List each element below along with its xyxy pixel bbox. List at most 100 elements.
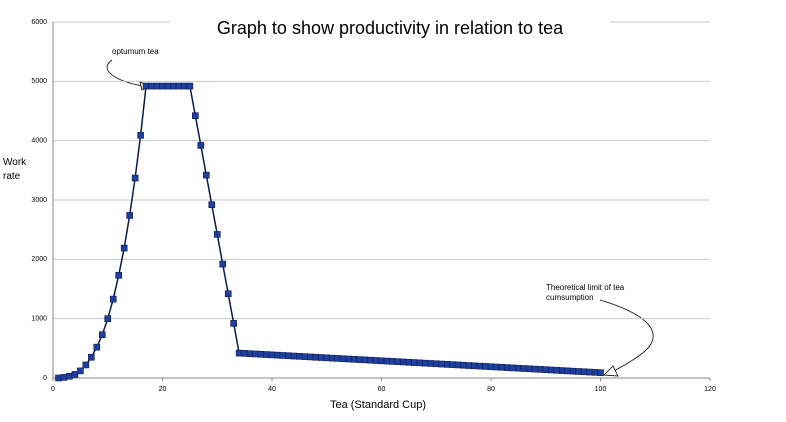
data-point <box>219 260 227 268</box>
data-point <box>120 244 128 252</box>
data-point <box>575 368 582 375</box>
data-point <box>389 358 396 365</box>
data-point <box>279 352 287 359</box>
data-point <box>536 366 544 373</box>
x-tick-label: 120 <box>704 386 716 393</box>
data-point <box>411 359 418 366</box>
data-point <box>197 142 205 149</box>
data-point <box>192 112 199 120</box>
data-point <box>520 365 528 372</box>
data-point <box>498 364 506 371</box>
data-line <box>58 85 601 379</box>
data-point <box>339 355 347 363</box>
data-point <box>482 363 489 370</box>
data-point <box>547 366 555 374</box>
data-point <box>531 365 539 373</box>
y-tick-label: 2000 <box>31 256 47 263</box>
y-tick-label: 6000 <box>31 19 47 26</box>
data-point <box>153 82 161 90</box>
data-point <box>317 354 325 361</box>
data-point <box>66 372 73 380</box>
data-point <box>126 212 133 219</box>
x-tick-label: 40 <box>268 386 276 393</box>
data-point <box>564 367 571 375</box>
data-point <box>109 295 117 303</box>
data-point <box>93 343 101 351</box>
data-point <box>164 82 172 90</box>
data-point <box>263 351 270 358</box>
data-point <box>257 350 265 358</box>
data-point <box>487 363 495 371</box>
x-tick-label: 20 <box>159 386 167 393</box>
data-point <box>208 201 216 209</box>
data-point <box>71 371 79 378</box>
data-point <box>230 320 237 327</box>
data-point <box>235 349 243 357</box>
data-point <box>323 354 331 362</box>
y-tick-label: 3000 <box>31 197 47 204</box>
data-point <box>186 82 194 90</box>
annotation: Theoretical limit of tea cumsumption <box>546 283 625 302</box>
arrow-head <box>603 365 619 377</box>
data-point <box>181 82 188 90</box>
data-point <box>454 361 462 369</box>
data-point <box>159 82 166 90</box>
x-tick-label: 60 <box>378 386 386 393</box>
data-point <box>268 351 276 359</box>
data-point <box>274 351 281 359</box>
data-point <box>170 82 177 90</box>
data-point <box>394 358 402 365</box>
data-point <box>328 354 336 362</box>
data-point <box>115 272 122 279</box>
data-point <box>367 356 374 364</box>
data-point <box>98 331 106 338</box>
y-tick-label: 4000 <box>31 138 47 145</box>
data-point <box>427 360 435 367</box>
data-point <box>526 365 533 373</box>
data-point <box>361 356 369 364</box>
data-point <box>285 352 292 360</box>
data-point <box>290 352 298 360</box>
x-tick-label: 100 <box>595 386 607 393</box>
data-point <box>60 374 68 381</box>
data-point <box>312 353 320 361</box>
data-point <box>175 82 183 90</box>
y-tick-label: 5000 <box>31 78 47 85</box>
data-point <box>246 350 254 357</box>
data-point <box>241 350 248 357</box>
data-point <box>82 361 90 369</box>
data-point <box>350 356 358 363</box>
x-tick-label: 80 <box>487 386 495 393</box>
data-point <box>383 357 391 365</box>
data-point <box>55 374 62 382</box>
data-point <box>307 353 314 361</box>
data-point <box>471 362 478 370</box>
y-tick-label: 0 <box>43 375 47 382</box>
data-point <box>224 290 232 298</box>
data-point <box>504 364 511 371</box>
data-point <box>558 367 566 374</box>
data-point <box>356 356 363 363</box>
data-point <box>345 355 352 363</box>
data-point <box>296 353 303 360</box>
x-tick-label: 0 <box>51 386 55 393</box>
data-point <box>421 359 429 367</box>
y-axis-label: Work rate <box>3 157 27 182</box>
data-point <box>443 361 451 368</box>
chart-title: Graph to show productivity in relation t… <box>170 16 610 40</box>
data-point <box>509 364 517 372</box>
data-point <box>252 350 259 358</box>
data-point <box>515 364 522 372</box>
data-point <box>438 360 446 368</box>
data-point <box>449 361 456 368</box>
data-point <box>460 361 467 369</box>
annotation-arrow <box>106 59 144 87</box>
y-tick-label: 1000 <box>31 316 47 323</box>
data-point <box>553 366 561 374</box>
x-axis-label: Tea (Standard Cup) <box>330 399 426 411</box>
data-point <box>213 231 221 238</box>
data-point <box>203 171 210 179</box>
data-point <box>77 367 84 375</box>
